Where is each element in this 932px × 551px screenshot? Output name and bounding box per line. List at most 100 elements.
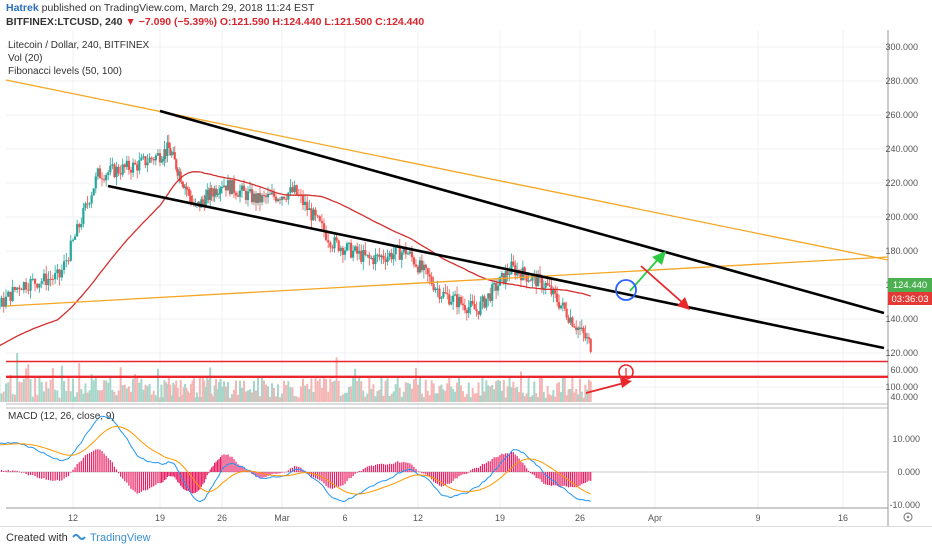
volume-bar: [423, 397, 425, 402]
macd-hist-bar: [139, 472, 140, 493]
volume-bar: [7, 382, 9, 402]
volume-bar: [344, 393, 346, 402]
macd-hist-bar: [41, 472, 42, 479]
candle-body: [251, 189, 253, 202]
volume-bar: [497, 380, 499, 402]
volume-bar: [32, 397, 34, 402]
macd-hist-bar: [97, 449, 98, 472]
candle-body: [495, 283, 497, 291]
macd-hist-bar: [122, 472, 123, 479]
volume-bar: [470, 397, 472, 402]
macd-hist-bar: [421, 472, 422, 473]
candle-body: [468, 307, 470, 313]
macd-hist-bar: [205, 472, 206, 479]
volume-bar: [296, 396, 298, 402]
macd-legend: MACD (12, 26, close, 9): [8, 411, 115, 422]
candle-body: [160, 161, 162, 162]
macd-hist-bar: [161, 472, 162, 483]
volume-bar: [65, 391, 67, 402]
candle-body: [380, 256, 382, 257]
macd-hist-bar: [59, 472, 60, 481]
macd-hist-bar: [361, 471, 362, 472]
candle-body: [136, 164, 138, 170]
candle-body: [16, 288, 18, 290]
candle-body: [162, 159, 164, 161]
macd-hist-bar: [164, 472, 165, 480]
candle-body: [25, 282, 27, 289]
macd-hist-bar: [39, 472, 40, 478]
macd-hist-bar: [207, 472, 208, 475]
volume-bar: [535, 393, 537, 402]
macd-hist-bar: [373, 466, 374, 472]
candle-body: [227, 180, 229, 190]
macd-hist-bar: [441, 472, 442, 487]
volume-bar: [385, 381, 387, 402]
candle-body: [327, 240, 329, 242]
macd-hist-bar: [480, 466, 481, 472]
macd-hist-bar: [263, 472, 264, 477]
macd-hist-bar: [466, 472, 467, 474]
volume-bar: [522, 393, 524, 402]
volume-bar: [257, 377, 259, 402]
volume-bar: [103, 380, 105, 402]
volume-bar: [120, 367, 122, 402]
macd-hist-bar: [460, 472, 461, 475]
volume-bar: [50, 380, 52, 402]
candle-body: [171, 154, 173, 156]
candle-body: [273, 192, 275, 196]
candle-body: [479, 302, 481, 315]
candle-body: [507, 271, 509, 275]
time-tick-label: Apr: [648, 513, 662, 523]
created-with-label: Created with: [6, 532, 68, 544]
macd-hist-bar: [81, 461, 82, 472]
chart-settings-icon[interactable]: [904, 513, 912, 521]
macd-hist-bar: [462, 472, 463, 474]
volume-bar: [302, 379, 304, 402]
volume-bar: [235, 381, 237, 402]
macd-hist-bar: [419, 472, 420, 473]
volume-bar: [581, 392, 583, 402]
volume-bar: [34, 378, 36, 402]
volume-bar: [93, 380, 95, 402]
candle-body: [107, 172, 109, 175]
macd-hist-bar: [93, 451, 94, 472]
macd-hist-bar: [369, 466, 370, 472]
candle-body: [331, 247, 333, 248]
macd-hist-bar: [488, 461, 489, 472]
chart-area[interactable]: 300.000280.000260.000240.000220.000200.0…: [0, 0, 932, 526]
macd-hist-bar: [70, 472, 71, 473]
macd-hist-bar: [399, 463, 400, 472]
volume-bar: [310, 378, 312, 402]
macd-hist-bar: [155, 472, 156, 485]
macd-hist-bar: [423, 472, 424, 474]
macd-hist-bar: [482, 464, 483, 472]
candle-body: [489, 293, 491, 301]
volume-bar: [446, 383, 448, 402]
candle-body: [304, 202, 306, 205]
volume-bar: [283, 381, 285, 402]
candle-body: [120, 173, 122, 174]
candle-body: [362, 250, 364, 262]
candle-body: [374, 255, 376, 264]
macd-hist-bar: [118, 472, 119, 473]
tradingview-brand[interactable]: TradingView: [90, 532, 151, 544]
macd-hist-bar: [451, 472, 452, 483]
volume-bar: [45, 382, 47, 402]
volume-bar: [52, 368, 54, 402]
candle-body: [174, 152, 176, 159]
volume-bar: [298, 397, 300, 402]
candle-body: [43, 274, 45, 282]
volume-bar: [155, 395, 157, 402]
macd-hist-bar: [277, 472, 278, 474]
candle-body: [317, 215, 319, 216]
candle-body: [382, 256, 384, 260]
volume-bar: [448, 376, 450, 402]
candle-body: [577, 328, 579, 330]
macd-hist-bar: [572, 472, 573, 487]
volume-bar: [89, 390, 91, 402]
volume-bar: [253, 381, 255, 402]
candle-body: [462, 304, 464, 305]
macd-hist-bar: [204, 472, 205, 483]
candle-body: [82, 208, 84, 224]
macd-hist-bar: [464, 472, 465, 474]
